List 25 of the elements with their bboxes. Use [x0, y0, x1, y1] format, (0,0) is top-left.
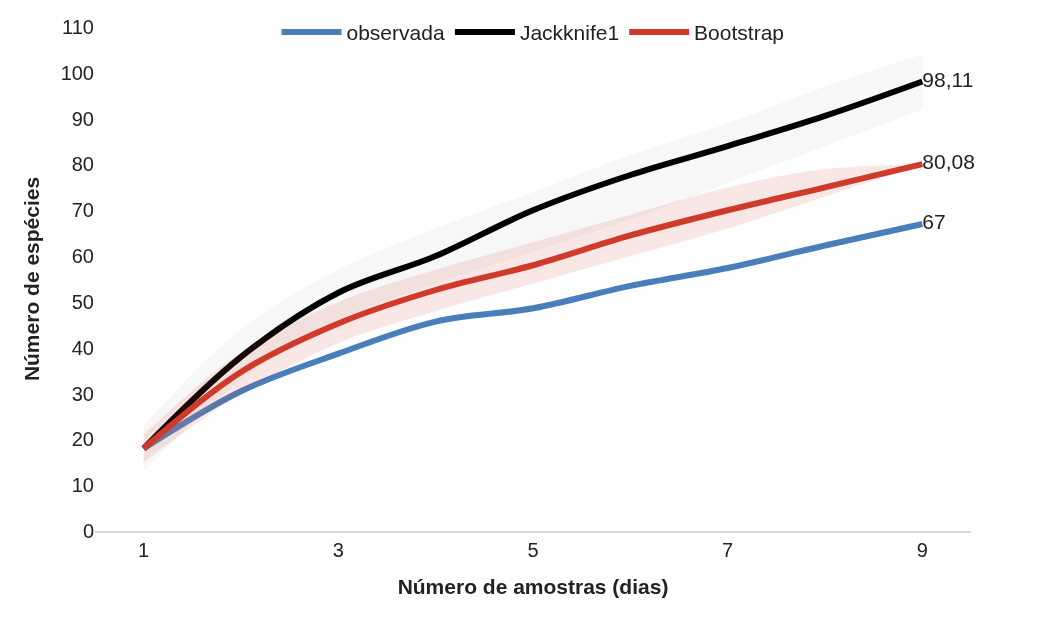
- y-tick-label: 30: [71, 382, 94, 405]
- data-label: 67: [922, 210, 946, 234]
- y-tick-label: 0: [82, 520, 94, 542]
- x-tick-label: 1: [138, 538, 150, 561]
- y-tick-label: 70: [71, 199, 94, 222]
- y-tick-label: 10: [71, 474, 94, 497]
- y-tick-label: 40: [71, 336, 94, 359]
- x-tick-label: 7: [722, 538, 734, 561]
- y-tick-label: 110: [62, 16, 94, 38]
- x-tick-label: 3: [332, 538, 344, 561]
- x-tick-label: 5: [527, 538, 539, 561]
- y-tick-label: 80: [71, 153, 94, 176]
- y-tick-label: 60: [71, 245, 94, 268]
- legend-label: Bootstrap: [694, 21, 784, 45]
- y-tick-label: 20: [71, 428, 94, 451]
- x-axis-title: Número de amostras (dias): [397, 575, 669, 599]
- y-axis-title: Número de espécies: [19, 176, 43, 382]
- x-tick-label: 9: [916, 538, 928, 561]
- legend-label: Jackknife1: [519, 21, 620, 45]
- data-label: 98,11: [922, 67, 974, 91]
- data-label: 80,08: [922, 150, 975, 174]
- y-tick-label: 90: [71, 107, 94, 130]
- y-tick-label: 100: [60, 61, 94, 84]
- y-tick-label: 50: [71, 290, 94, 313]
- legend-label: observada: [346, 21, 445, 45]
